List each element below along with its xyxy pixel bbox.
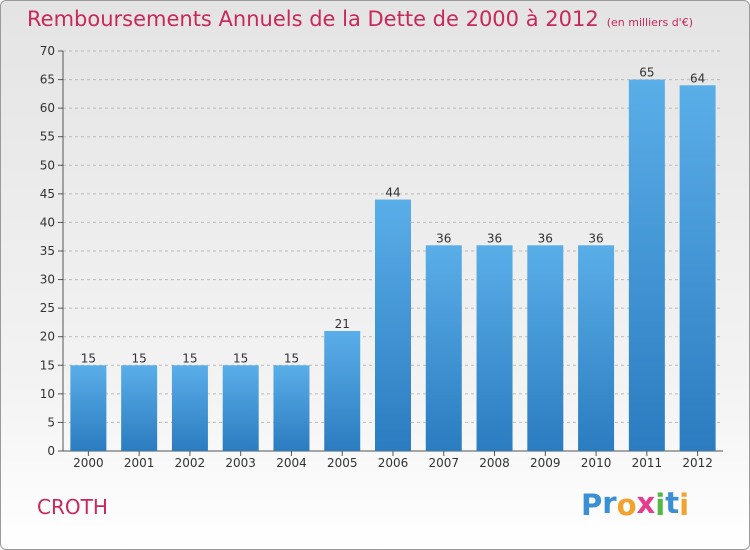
- bar-2007[interactable]: [425, 245, 462, 451]
- bar-2005[interactable]: [324, 331, 361, 451]
- y-tick-label: 70: [40, 44, 55, 58]
- x-tick-label: 2001: [124, 456, 155, 470]
- axes: 0 5 10 15 20 25 30 35 40 45 50 55 60 65 70 2000 2001 2002…: [40, 44, 723, 470]
- bars: [70, 79, 716, 452]
- commune-name: CROTH: [37, 495, 108, 519]
- y-tick-label: 65: [40, 73, 55, 87]
- data-label: 44: [385, 186, 400, 200]
- brand-letter: o: [616, 488, 637, 522]
- y-tick-label: 35: [40, 244, 55, 258]
- y-tick-label: 55: [40, 130, 55, 144]
- y-tick-label: 60: [40, 101, 55, 115]
- bar-2009[interactable]: [527, 245, 564, 451]
- bar-2011[interactable]: [628, 79, 665, 452]
- chart-title: Remboursements Annuels de la Dette de 20…: [27, 7, 599, 31]
- chart-subtitle: (en milliers d'€): [606, 16, 693, 29]
- data-label: 36: [538, 231, 553, 245]
- y-tick-label: 15: [40, 358, 55, 372]
- brand-letter: r: [602, 486, 617, 520]
- x-tick-label: 2003: [225, 456, 256, 470]
- data-label: 36: [436, 231, 451, 245]
- brand-letter: i: [655, 488, 666, 522]
- x-tick-label: 2011: [632, 456, 663, 470]
- bar-2003[interactable]: [222, 365, 259, 451]
- x-tick-label: 2010: [581, 456, 612, 470]
- bar-2002[interactable]: [171, 365, 208, 451]
- y-tick-label: 20: [40, 330, 55, 344]
- data-label: 15: [182, 351, 197, 365]
- x-tick-label: 2005: [327, 456, 358, 470]
- y-tick-label: 30: [40, 273, 55, 287]
- y-tick-label: 45: [40, 187, 55, 201]
- y-tick-label: 5: [47, 415, 55, 429]
- data-label: 36: [487, 231, 502, 245]
- data-label: 65: [639, 66, 654, 80]
- bar-2004[interactable]: [273, 365, 310, 451]
- y-tick-label: 50: [40, 158, 55, 172]
- data-label: 64: [690, 71, 705, 85]
- brand-letter: P: [581, 488, 603, 522]
- x-tick-label: 2004: [276, 456, 307, 470]
- data-label: 15: [284, 351, 299, 365]
- x-tick-label: 2006: [378, 456, 409, 470]
- x-tick-label: 2007: [428, 456, 459, 470]
- x-tick-label: 2000: [73, 456, 104, 470]
- data-labels: 15 15 15 15 15 21 44 36 36 36 36 65 64: [81, 66, 706, 366]
- x-tick-label: 2002: [175, 456, 206, 470]
- brand-letter: t: [665, 486, 680, 520]
- bar-2000[interactable]: [70, 365, 107, 451]
- bar-2008[interactable]: [476, 245, 513, 451]
- y-tick-label: 0: [47, 444, 55, 458]
- data-label: 15: [132, 351, 147, 365]
- brand-letter: i: [679, 488, 690, 522]
- data-label: 15: [233, 351, 248, 365]
- y-tick-label: 25: [40, 301, 55, 315]
- brand-letter: x: [636, 486, 656, 520]
- proxiti-logo[interactable]: Proxiti: [581, 486, 690, 522]
- bar-2010[interactable]: [578, 245, 615, 451]
- chart-header: Remboursements Annuels de la Dette de 20…: [27, 7, 693, 31]
- x-tick-label: 2009: [530, 456, 561, 470]
- x-tick-label: 2008: [479, 456, 510, 470]
- y-tick-label: 40: [40, 215, 55, 229]
- y-tick-label: 10: [40, 387, 55, 401]
- bar-2012[interactable]: [679, 85, 716, 452]
- data-label: 21: [335, 317, 350, 331]
- bar-2001[interactable]: [121, 365, 158, 451]
- data-label: 15: [81, 351, 96, 365]
- bar-2006[interactable]: [375, 199, 411, 451]
- x-tick-label: 2012: [682, 456, 713, 470]
- data-label: 36: [588, 231, 603, 245]
